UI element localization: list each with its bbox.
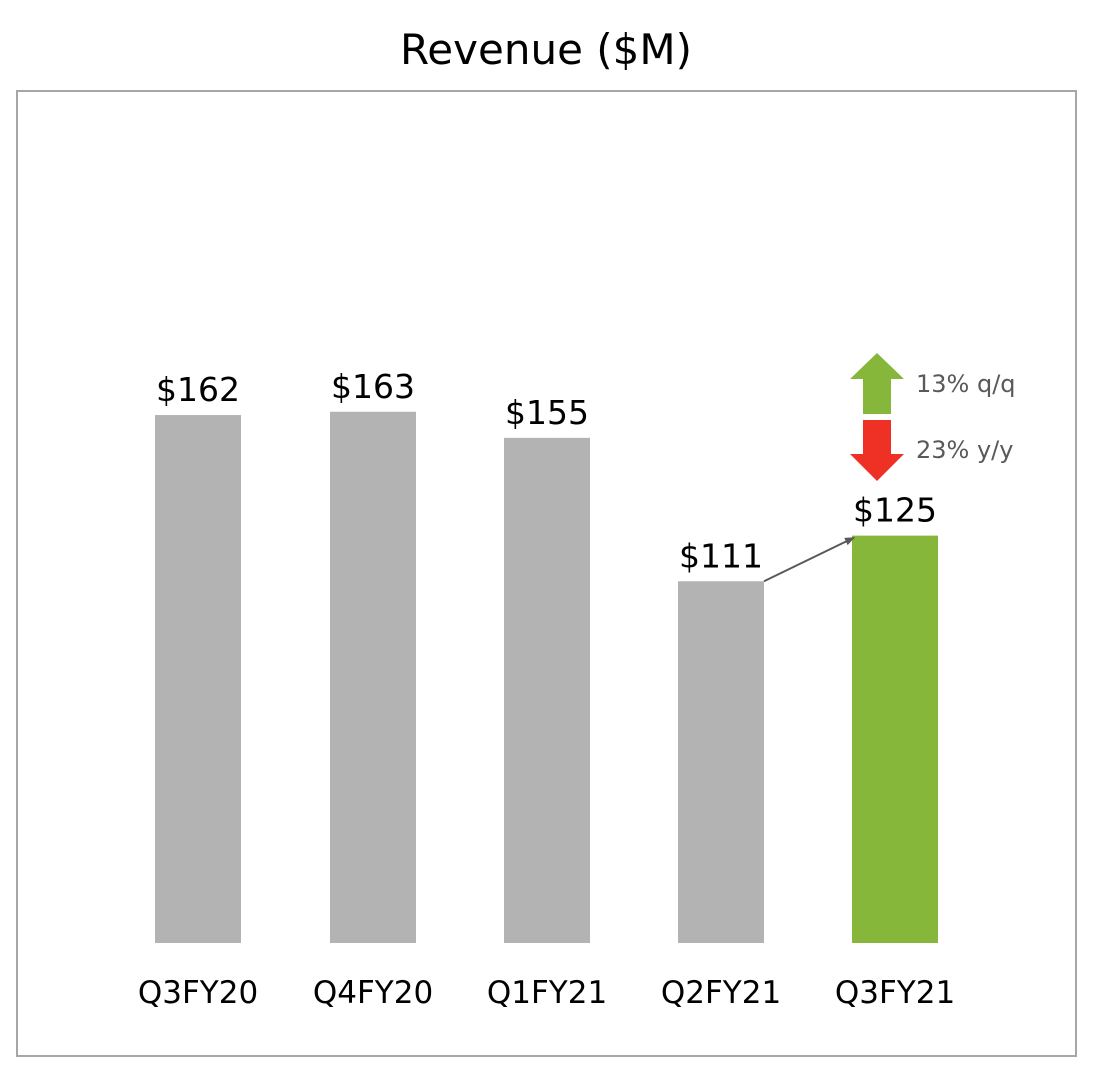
value-labels: $162 $163 $155 $111 $125: [156, 367, 937, 575]
bar-q2fy21: [678, 581, 764, 943]
bars: [155, 411, 938, 944]
qq-change-label: 13% q/q: [916, 370, 1016, 398]
tick-label-q3fy21: Q3FY21: [835, 975, 955, 1011]
tick-label-q2fy21: Q2FY21: [661, 975, 781, 1011]
qq-change-indicator: 13% q/q: [850, 353, 1016, 414]
tick-label-q4fy20: Q4FY20: [313, 975, 433, 1011]
bar-q4fy20: [330, 411, 416, 944]
value-label-q1fy21: $155: [505, 393, 589, 432]
bar-q1fy21: [504, 437, 590, 943]
value-label-q3fy20: $162: [156, 370, 240, 409]
plot-frame: [16, 90, 1077, 1057]
chart-title: Revenue ($M): [400, 25, 692, 74]
yy-change-indicator: 23% y/y: [850, 420, 1013, 481]
x-axis-tick-labels: Q3FY20 Q4FY20 Q1FY21 Q2FY21 Q3FY21: [138, 975, 955, 1011]
value-label-q2fy21: $111: [679, 536, 763, 575]
bar-q3fy20: [155, 415, 241, 943]
tick-label-q3fy20: Q3FY20: [138, 975, 258, 1011]
down-arrow-icon: [850, 420, 904, 481]
change-connector-arrow: [763, 536, 855, 583]
value-label-q4fy20: $163: [331, 367, 415, 406]
value-label-q3fy21: $125: [853, 491, 937, 530]
bar-q3fy21: [852, 535, 938, 943]
tick-label-q1fy21: Q1FY21: [487, 975, 607, 1011]
up-arrow-icon: [850, 353, 904, 414]
yy-change-label: 23% y/y: [916, 436, 1013, 464]
